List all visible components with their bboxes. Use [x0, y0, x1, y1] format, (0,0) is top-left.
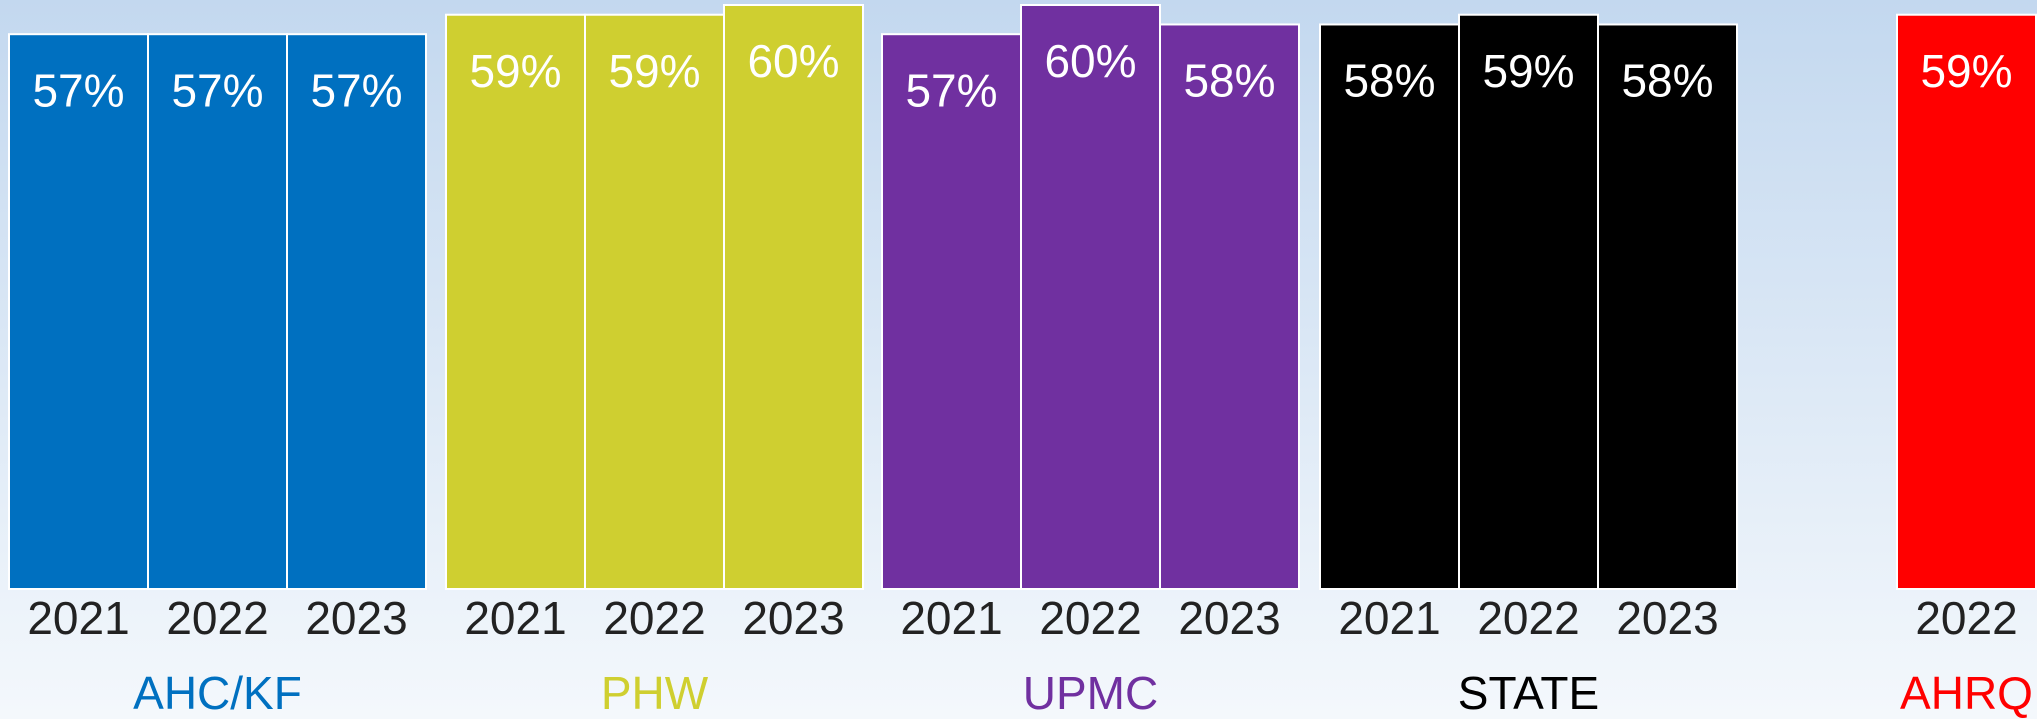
group-label: UPMC	[1023, 667, 1158, 719]
x-tick-label: 2023	[1616, 592, 1718, 644]
value-label: 57%	[32, 64, 124, 116]
x-tick-label: 2022	[603, 592, 705, 644]
bar	[881, 33, 1022, 590]
value-label: 60%	[747, 35, 839, 87]
value-label: 59%	[1482, 45, 1574, 97]
value-label: 57%	[171, 64, 263, 116]
x-tick-label: 2023	[305, 592, 407, 644]
value-label: 58%	[1183, 55, 1275, 107]
group-label: STATE	[1458, 667, 1599, 719]
bar	[1896, 13, 2037, 590]
bar	[445, 13, 586, 590]
group-label: AHRQ	[1900, 667, 2033, 719]
bar	[1159, 23, 1300, 590]
bar	[147, 33, 288, 590]
x-tick-label: 2022	[1915, 592, 2017, 644]
x-tick-label: 2022	[166, 592, 268, 644]
bar	[723, 4, 864, 590]
value-label: 59%	[1920, 45, 2012, 97]
bar	[286, 33, 427, 590]
bar	[8, 33, 149, 590]
x-tick-label: 2021	[900, 592, 1002, 644]
x-tick-label: 2023	[742, 592, 844, 644]
group-label: AHC/KF	[133, 667, 302, 719]
bar	[1597, 23, 1738, 590]
x-tick-label: 2022	[1477, 592, 1579, 644]
value-label: 57%	[310, 64, 402, 116]
value-label: 58%	[1343, 55, 1435, 107]
value-label: 57%	[905, 64, 997, 116]
bar	[1458, 13, 1599, 590]
bar	[1020, 4, 1161, 590]
bar	[584, 13, 725, 590]
x-tick-label: 2023	[1178, 592, 1280, 644]
bar	[1319, 23, 1460, 590]
x-tick-label: 2021	[1338, 592, 1440, 644]
group-label: PHW	[601, 667, 709, 719]
value-label: 60%	[1044, 35, 1136, 87]
value-label: 59%	[608, 45, 700, 97]
x-tick-label: 2021	[464, 592, 566, 644]
value-label: 59%	[469, 45, 561, 97]
x-tick-label: 2021	[27, 592, 129, 644]
x-tick-label: 2022	[1039, 592, 1141, 644]
value-label: 58%	[1621, 55, 1713, 107]
